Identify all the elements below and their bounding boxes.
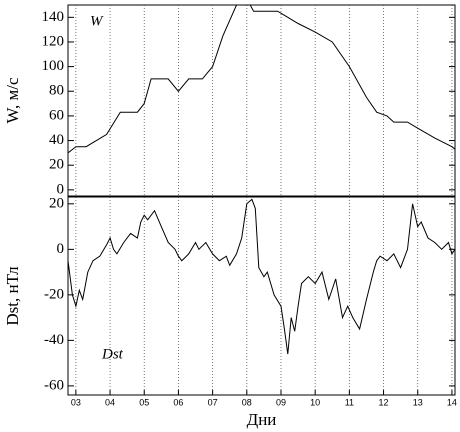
x-tick-label: 09 bbox=[276, 397, 286, 407]
x-tick-label: 13 bbox=[413, 397, 423, 407]
y-tick-label: 40 bbox=[49, 132, 64, 148]
x-tick-label: 14 bbox=[447, 397, 457, 407]
y-tick-label: -40 bbox=[44, 332, 64, 348]
y-tick-label: 0 bbox=[57, 181, 65, 197]
data-line bbox=[67, 198, 456, 355]
y-tick-label: 60 bbox=[49, 107, 64, 123]
annotation: Dst bbox=[101, 346, 124, 362]
y-axis-label: Dst, нТл bbox=[3, 266, 22, 326]
y-tick-label: 20 bbox=[49, 195, 64, 211]
y-tick-label: 0 bbox=[57, 241, 65, 257]
plot-frame bbox=[67, 4, 456, 197]
y-tick-label: 20 bbox=[49, 157, 64, 173]
data-line bbox=[67, 4, 456, 154]
y-tick-label: 120 bbox=[42, 33, 65, 49]
x-axis-label: Дни bbox=[247, 410, 277, 429]
x-tick-label: 08 bbox=[242, 397, 252, 407]
x-tick-label: 06 bbox=[173, 397, 183, 407]
x-tick-label: 11 bbox=[345, 397, 354, 407]
y-tick-label: 100 bbox=[42, 58, 65, 74]
annotation: W bbox=[90, 13, 104, 29]
x-tick-label: 12 bbox=[379, 397, 389, 407]
x-tick-label: 05 bbox=[139, 397, 149, 407]
x-tick-label: 07 bbox=[208, 397, 218, 407]
y-tick-label: 80 bbox=[49, 83, 64, 99]
y-tick-label: -60 bbox=[44, 377, 64, 393]
y-tick-label: -20 bbox=[44, 286, 64, 302]
y-axis-label: W, м/с bbox=[3, 77, 22, 123]
plot-frame bbox=[67, 196, 456, 396]
y-tick-label: 140 bbox=[42, 9, 65, 25]
x-tick-label: 03 bbox=[71, 397, 81, 407]
x-tick-label: 10 bbox=[310, 397, 320, 407]
x-tick-label: 04 bbox=[105, 397, 115, 407]
